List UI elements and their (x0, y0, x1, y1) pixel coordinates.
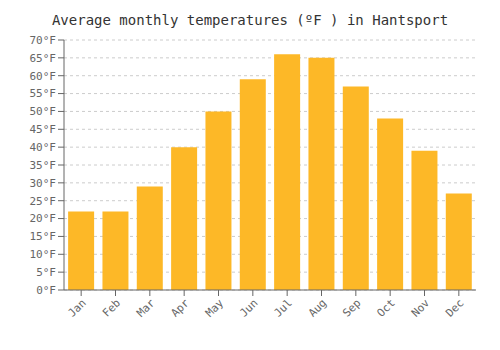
svg-text:Oct: Oct (375, 296, 398, 319)
svg-text:5°F: 5°F (36, 266, 56, 279)
svg-text:35°F: 35°F (30, 159, 57, 172)
svg-text:65°F: 65°F (30, 52, 57, 65)
svg-text:Dec: Dec (443, 296, 466, 319)
svg-text:45°F: 45°F (30, 123, 57, 136)
svg-text:Apr: Apr (169, 296, 193, 320)
svg-text:Aug: Aug (306, 296, 329, 319)
svg-text:25°F: 25°F (30, 195, 57, 208)
svg-text:Mar: Mar (134, 296, 158, 320)
svg-text:0°F: 0°F (36, 284, 56, 297)
html-text:Average monthly temperatures (: Average monthly temperatures (ºF ) in Ha… (51, 12, 449, 28)
svg-text:Jan: Jan (66, 296, 89, 319)
svg-text:30°F: 30°F (30, 177, 57, 190)
svg-text:Feb: Feb (100, 296, 123, 319)
svg-text:15°F: 15°F (30, 230, 57, 243)
svg-text:55°F: 55°F (30, 87, 57, 100)
svg-text:10°F: 10°F (30, 248, 57, 261)
svg-text:Nov: Nov (409, 296, 433, 320)
svg-text:May: May (203, 296, 227, 320)
svg-text:Sep: Sep (340, 296, 363, 319)
svg-text:20°F: 20°F (30, 212, 57, 225)
svg-text:40°F: 40°F (30, 141, 57, 154)
svg-text:Jul: Jul (272, 296, 295, 319)
svg-text:Jun: Jun (237, 296, 260, 319)
svg-text:60°F: 60°F (30, 70, 57, 83)
svg-text:50°F: 50°F (30, 105, 57, 118)
svg-text:70°F: 70°F (30, 34, 57, 47)
